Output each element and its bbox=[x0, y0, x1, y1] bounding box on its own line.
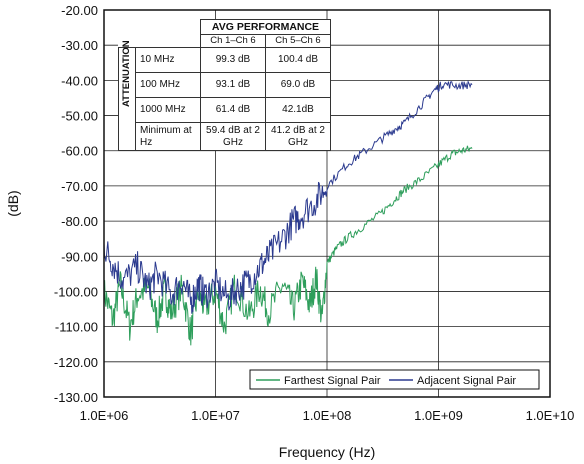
y-tick-label: -30.00 bbox=[61, 38, 98, 53]
table-row-label: 10 MHz bbox=[135, 47, 201, 73]
table-cell: 93.1 dB bbox=[200, 72, 266, 98]
table-col-header-2: Ch 5–Ch 6 bbox=[265, 34, 331, 48]
table-cell: 59.4 dB at 2 GHz bbox=[200, 122, 266, 151]
table-side-label: ATTENUATION bbox=[118, 40, 136, 151]
y-tick-label: -90.00 bbox=[61, 249, 98, 264]
y-tick-label: -120.00 bbox=[54, 355, 98, 370]
y-tick-label: -40.00 bbox=[61, 73, 98, 88]
plot-frame bbox=[103, 9, 551, 398]
y-tick-labels: -20.00 -30.00 -40.00 -50.00 -60.00 -70.00 -80.… bbox=[54, 3, 98, 405]
y-tick-label: -50.00 bbox=[61, 109, 98, 124]
avg-performance-table: AVG PERFORMANCE Ch 1–Ch 6 Ch 5–Ch 6 ATTE… bbox=[118, 19, 331, 151]
legend-label-adjacent: Adjacent Signal Pair bbox=[417, 375, 516, 387]
table-title: AVG PERFORMANCE bbox=[200, 19, 331, 35]
legend: Farthest Signal Pair Adjacent Signal Pai… bbox=[249, 369, 540, 390]
y-tick-label: -110.00 bbox=[55, 320, 98, 335]
x-tick-label: 1.0E+10 bbox=[526, 408, 575, 423]
table-row-label: 100 MHz bbox=[135, 72, 201, 98]
x-tick-label: 1.0E+07 bbox=[191, 408, 240, 423]
table-cell: 69.0 dB bbox=[265, 72, 331, 98]
y-tick-label: -80.00 bbox=[61, 214, 98, 229]
table-corner bbox=[119, 20, 201, 35]
table-cell: 61.4 dB bbox=[200, 97, 266, 123]
series-lines bbox=[103, 79, 473, 346]
x-tick-label: 1.0E+06 bbox=[80, 408, 129, 423]
table-row-label: Minimum at Hz bbox=[135, 122, 201, 151]
table-cell: 99.3 dB bbox=[200, 47, 266, 73]
y-tick-label: -60.00 bbox=[61, 144, 98, 159]
series-line-farthest bbox=[103, 145, 473, 346]
table-col-header-1: Ch 1–Ch 6 bbox=[200, 34, 266, 48]
table-row-label: 1000 MHz bbox=[135, 97, 201, 123]
series-line-adjacent bbox=[103, 79, 473, 314]
x-tick-label: 1.0E+08 bbox=[303, 408, 352, 423]
x-tick-labels: 1.0E+06 1.0E+07 1.0E+08 1.0E+09 1.0E+10 bbox=[80, 408, 575, 423]
y-axis-title: (dB) bbox=[5, 190, 21, 216]
x-tick-label: 1.0E+09 bbox=[414, 408, 463, 423]
y-tick-label: -100.00 bbox=[54, 284, 98, 299]
y-tick-label: -20.00 bbox=[61, 3, 98, 18]
legend-label-farthest: Farthest Signal Pair bbox=[284, 375, 381, 387]
x-axis-title: Frequency (Hz) bbox=[279, 444, 375, 460]
y-tick-label: -70.00 bbox=[61, 179, 98, 194]
table-cell: 42.1dB bbox=[265, 97, 331, 123]
attenuation-label: ATTENUATION bbox=[121, 40, 132, 107]
table-cell: 41.2 dB at 2 GHz bbox=[265, 122, 331, 151]
y-tick-label: -130.00 bbox=[54, 390, 98, 405]
table-cell: 100.4 dB bbox=[265, 47, 331, 73]
